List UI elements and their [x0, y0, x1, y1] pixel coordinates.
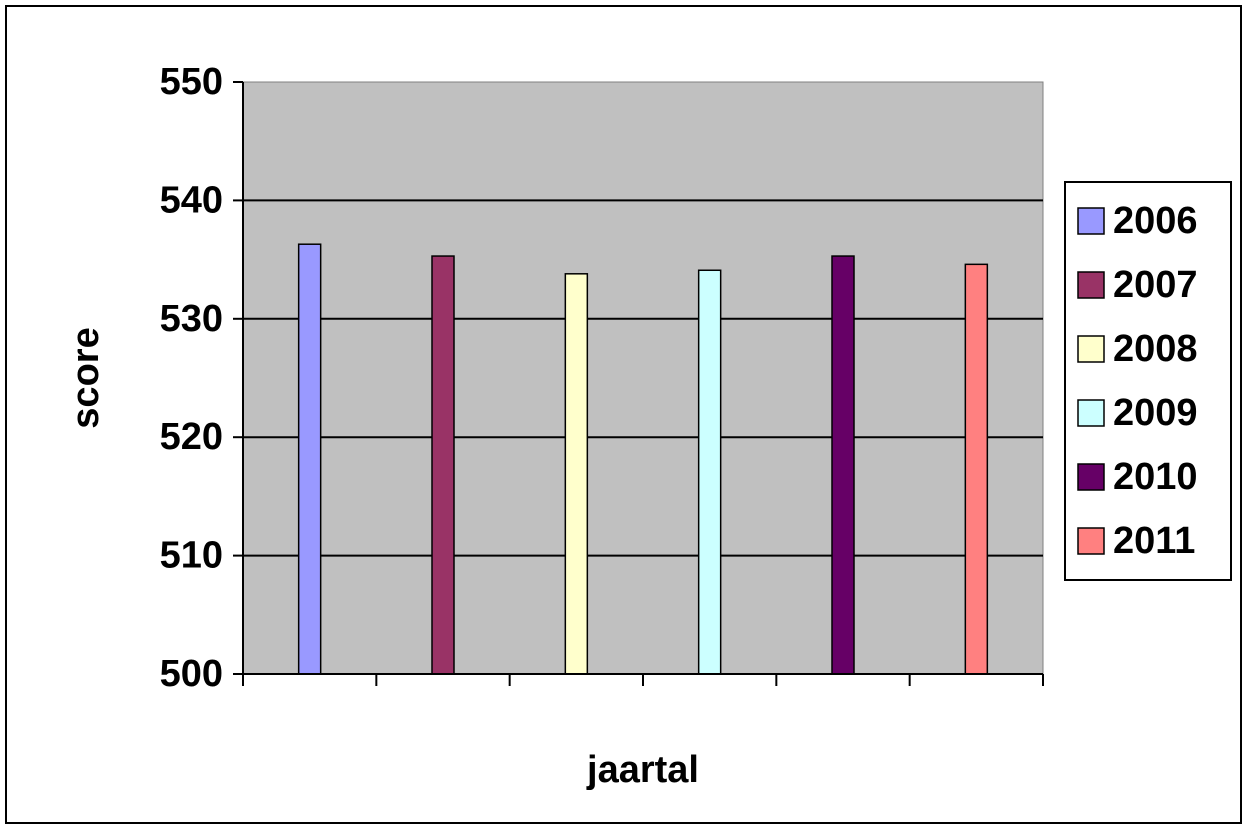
- legend-box: [1064, 181, 1232, 581]
- bar-2011: [964, 263, 989, 675]
- legend-label-2008: 2008: [1113, 328, 1198, 370]
- y-tick-label: 520: [160, 416, 223, 458]
- legend-label-2011: 2011: [1113, 520, 1195, 562]
- y-tick-label: 510: [160, 535, 223, 577]
- legend-swatch-2010: [1077, 463, 1105, 491]
- legend-swatch-2007: [1077, 271, 1105, 299]
- y-axis-label: score: [65, 327, 107, 428]
- bar-2006: [297, 243, 322, 675]
- plot-area: [242, 81, 1044, 675]
- x-axis-label: jaartal: [586, 749, 699, 791]
- legend: 2006 2007 2008 2009 2010 2011: [1064, 181, 1232, 581]
- y-tick-label: 550: [160, 61, 223, 103]
- y-tick-label: 530: [160, 298, 223, 340]
- axes: [233, 81, 1044, 686]
- legend-swatch-2006: [1077, 207, 1105, 235]
- bar-2008: [564, 273, 589, 675]
- legend-label-2006: 2006: [1113, 200, 1198, 242]
- legend-swatch-2009: [1077, 399, 1105, 427]
- bar-2007: [431, 255, 455, 675]
- y-tick-label: 500: [160, 653, 223, 695]
- bar-2009: [697, 269, 722, 675]
- legend-label-2009: 2009: [1113, 392, 1198, 434]
- legend-label-2010: 2010: [1113, 456, 1198, 498]
- y-tick-labels: 500 510 520 530 540 550: [160, 61, 223, 695]
- legend-swatch-2008: [1077, 335, 1105, 363]
- y-tick-label: 540: [160, 179, 223, 221]
- legend-label-2007: 2007: [1113, 264, 1198, 306]
- bar-2010: [831, 255, 855, 675]
- legend-swatch-2011: [1077, 527, 1105, 555]
- gridlines: [243, 199, 1043, 557]
